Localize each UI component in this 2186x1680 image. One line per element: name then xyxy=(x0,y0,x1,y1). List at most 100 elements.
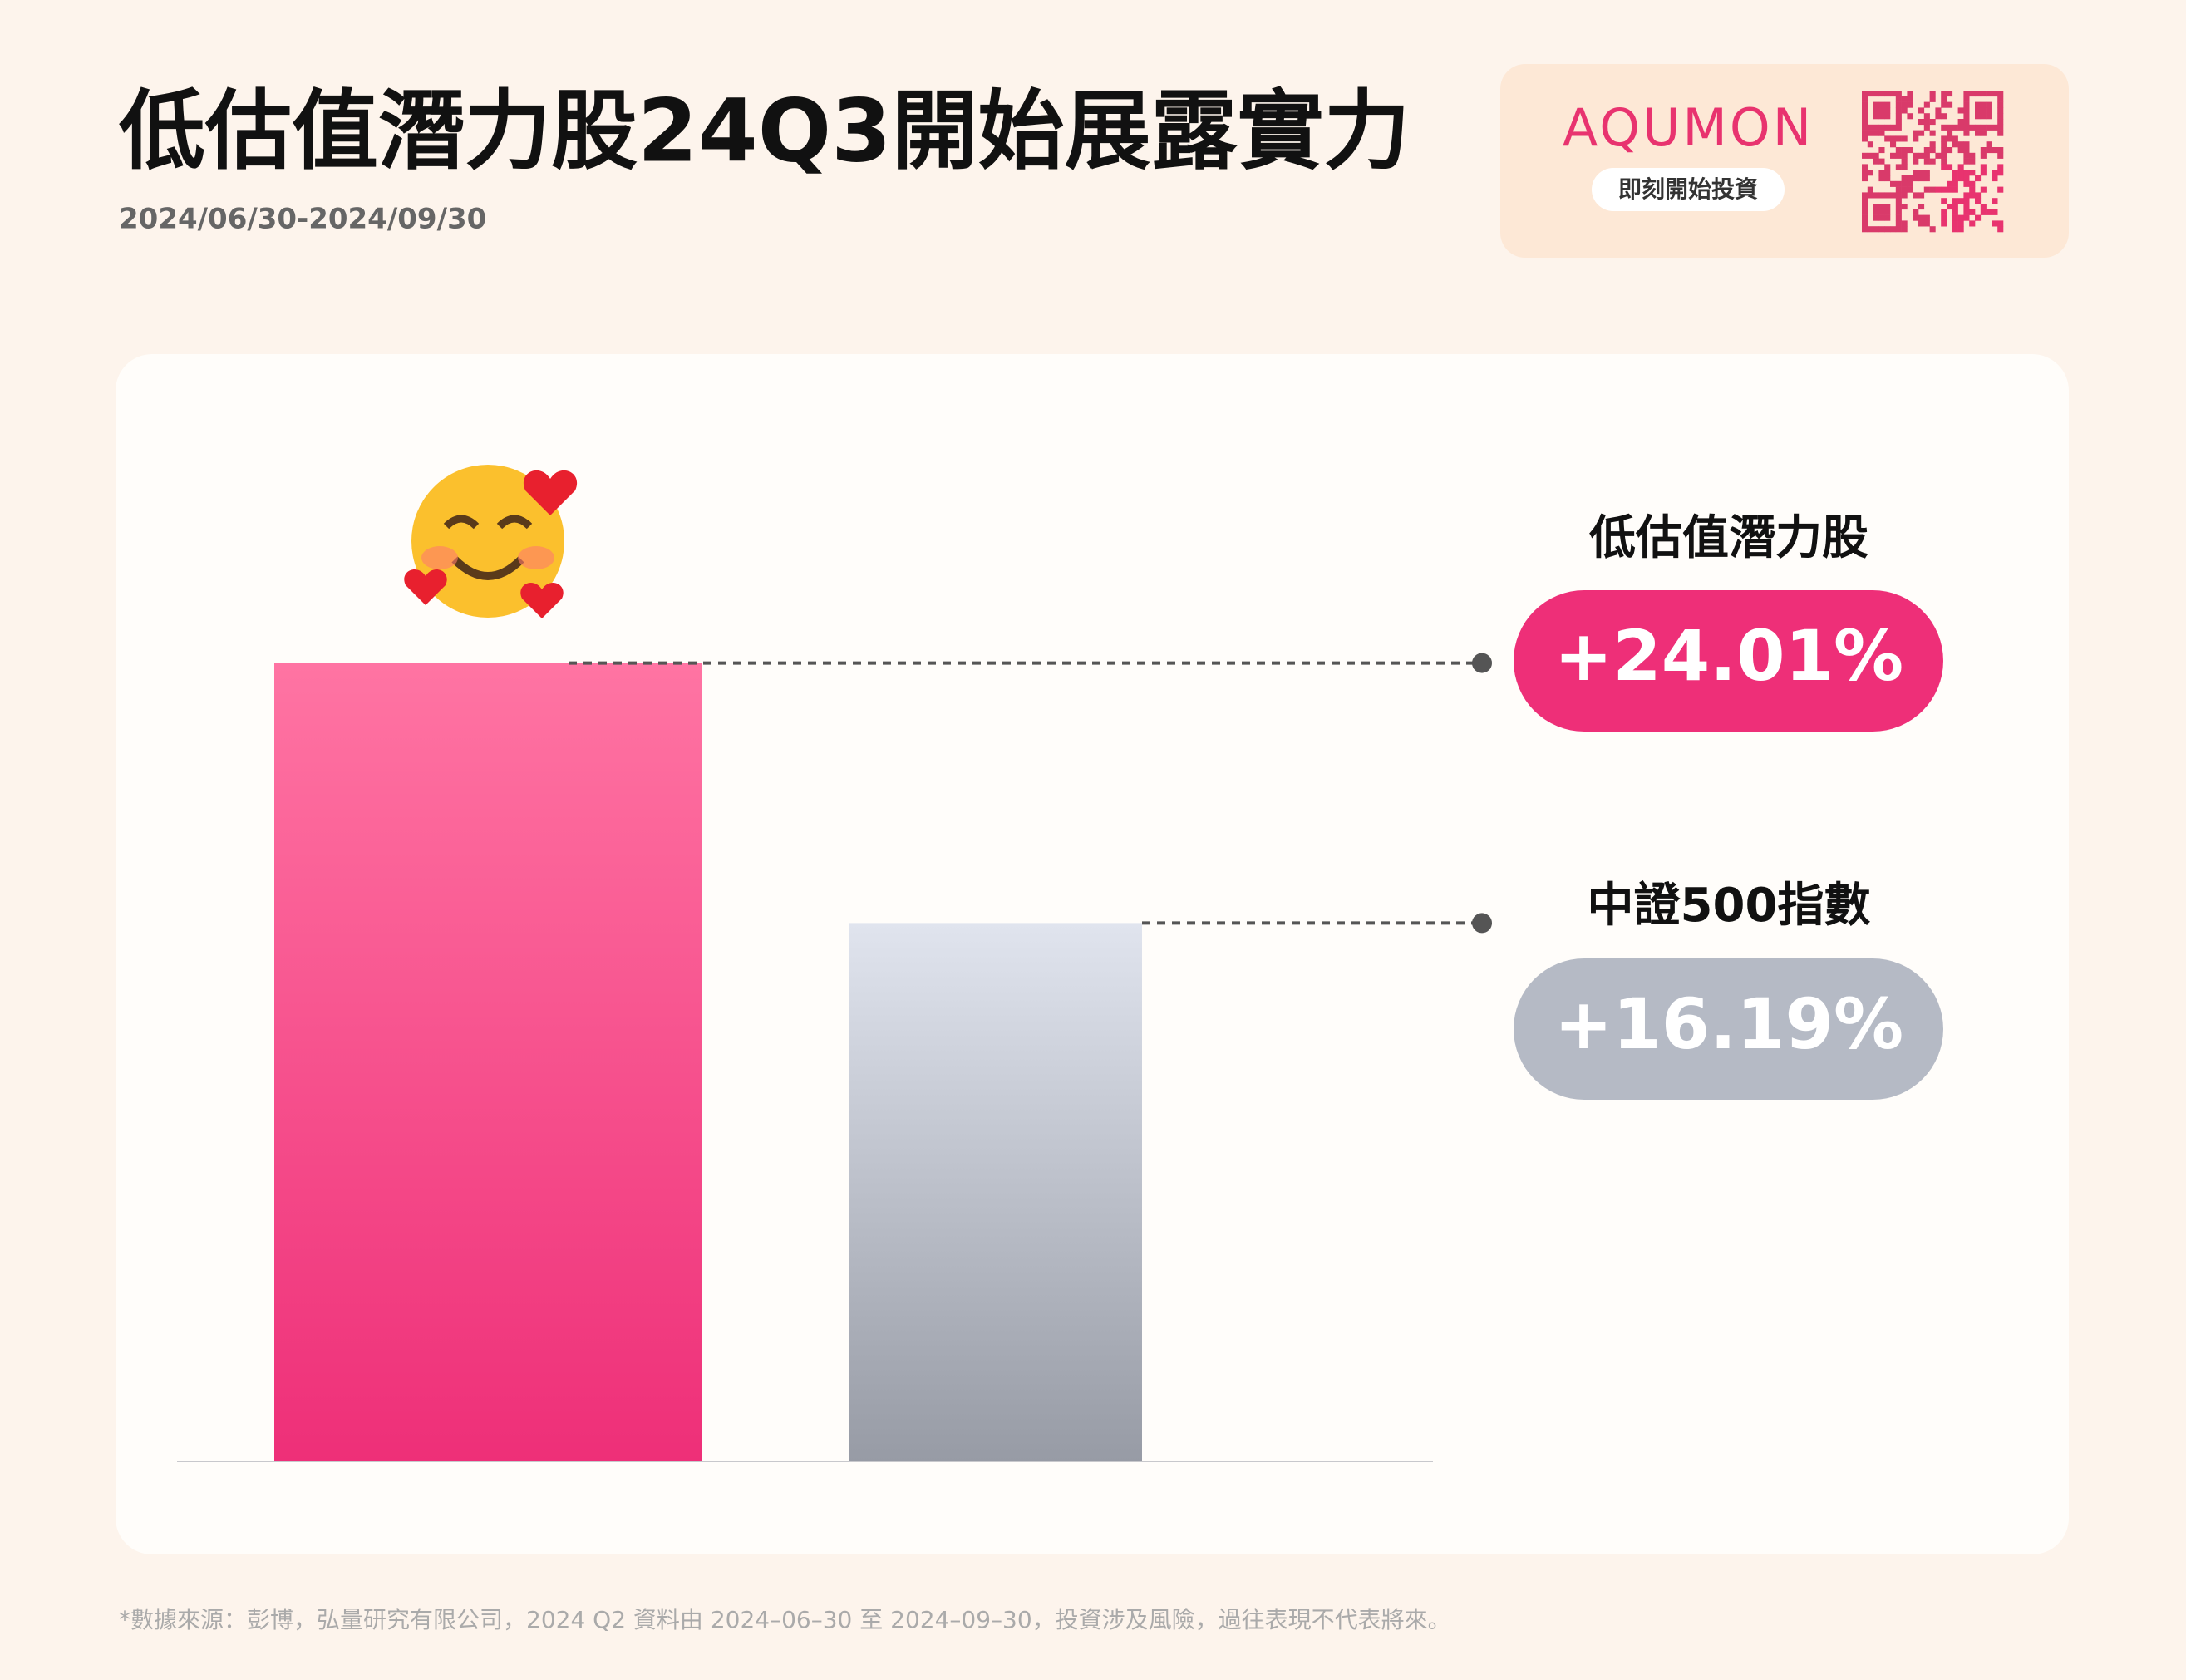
qr-module xyxy=(1929,91,1936,97)
qr-module xyxy=(1952,198,1958,204)
value-label: +16.19% xyxy=(1554,983,1903,1065)
qr-module xyxy=(1890,180,1897,187)
qr-module xyxy=(1890,192,1897,199)
qr-module xyxy=(1873,101,1879,108)
qr-module xyxy=(1952,124,1958,131)
qr-module xyxy=(1923,152,1930,159)
qr-module xyxy=(1969,209,1976,215)
qr-module xyxy=(1975,101,1982,108)
qr-module xyxy=(1947,135,1953,142)
qr-module xyxy=(1941,186,1947,193)
qr-module xyxy=(1884,204,1891,210)
title: 低估值潛力股24Q3開始展露實力 xyxy=(119,80,1411,181)
qr-module xyxy=(1901,175,1908,182)
qr-module xyxy=(1901,164,1908,170)
qr-module xyxy=(1901,96,1908,102)
leader-dot xyxy=(1472,913,1492,934)
qr-module xyxy=(1952,175,1958,182)
qr-module xyxy=(1992,147,1998,154)
qr-module xyxy=(1980,164,1987,170)
qr-module xyxy=(1913,175,1919,182)
qr-module xyxy=(1923,220,1930,227)
qr-module xyxy=(1901,186,1908,193)
qr-module xyxy=(1952,209,1958,215)
qr-module xyxy=(1963,130,1970,136)
qr-module xyxy=(1873,130,1879,136)
qr-module xyxy=(1997,91,2004,97)
qr-module xyxy=(1923,170,1930,176)
qr-module xyxy=(1923,186,1930,193)
qr-module xyxy=(1873,209,1879,215)
qr-module xyxy=(1957,170,1964,176)
qr-module xyxy=(1957,124,1964,131)
qr-module xyxy=(1941,101,1947,108)
qr-module xyxy=(1895,152,1902,159)
qr-module xyxy=(1923,119,1930,126)
qr-module xyxy=(1997,186,2004,193)
qr-module xyxy=(1997,96,2004,102)
qr-module xyxy=(1935,107,1942,114)
qr-module xyxy=(1941,147,1947,154)
qr-module xyxy=(1952,214,1958,221)
bar xyxy=(274,663,702,1461)
qr-module xyxy=(1957,107,1964,114)
qr-module xyxy=(1884,124,1891,131)
qr-module xyxy=(1963,147,1970,154)
cta[interactable]: 即刻開始投資 xyxy=(1618,175,1758,203)
qr-module xyxy=(1957,119,1964,126)
qr-module xyxy=(1980,124,1987,131)
qr-module xyxy=(1913,152,1919,159)
qr-module xyxy=(1986,101,1992,108)
qr-module xyxy=(1969,180,1976,187)
qr-module xyxy=(1963,180,1970,187)
qr-module xyxy=(1913,135,1919,142)
qr-module xyxy=(1867,141,1873,148)
qr-module xyxy=(1980,152,1987,159)
qr-module xyxy=(1884,226,1891,233)
qr-module xyxy=(1862,220,1868,227)
brand: AQUMON xyxy=(1563,97,1814,158)
qr-module xyxy=(1963,214,1970,221)
qr-module xyxy=(1992,170,1998,176)
qr-module xyxy=(1901,180,1908,187)
cta-pill[interactable] xyxy=(1592,168,1785,211)
qr-module xyxy=(1975,91,1982,97)
qr-module xyxy=(1975,198,1982,204)
qr-module xyxy=(1980,204,1987,210)
leader-dot xyxy=(1472,653,1492,673)
qr-module xyxy=(1980,130,1987,136)
qr-module xyxy=(1907,147,1913,154)
qr-module xyxy=(1884,209,1891,215)
qr-module xyxy=(1963,124,1970,131)
qr-module xyxy=(1975,107,1982,114)
qr-module xyxy=(1997,152,2004,159)
qr-module xyxy=(1862,209,1868,215)
qr-module xyxy=(1895,135,1902,142)
qr-module xyxy=(1992,91,1998,97)
qr-module xyxy=(1890,124,1897,131)
qr-module xyxy=(1913,158,1919,165)
qr-module xyxy=(1884,113,1891,120)
qr-module xyxy=(1947,180,1953,187)
qr-module xyxy=(1878,158,1885,165)
qr-module xyxy=(1884,170,1891,176)
qr-module xyxy=(1969,158,1976,165)
qr-module xyxy=(1862,101,1868,108)
qr-module xyxy=(1862,192,1868,199)
qr-module xyxy=(1867,124,1873,131)
qr-module xyxy=(1913,214,1919,221)
qr-module xyxy=(1895,91,1902,97)
qr-module xyxy=(1997,124,2004,131)
emoji xyxy=(404,465,578,618)
qr-module xyxy=(1890,226,1897,233)
qr-module xyxy=(1895,198,1902,204)
qr-module xyxy=(1918,152,1925,159)
qr-module xyxy=(1963,101,1970,108)
qr-module xyxy=(1907,175,1913,182)
qr-module xyxy=(1963,175,1970,182)
qr-module xyxy=(1878,101,1885,108)
qr-module xyxy=(1895,209,1902,215)
qr-module xyxy=(1867,170,1873,176)
qr-module xyxy=(1957,147,1964,154)
